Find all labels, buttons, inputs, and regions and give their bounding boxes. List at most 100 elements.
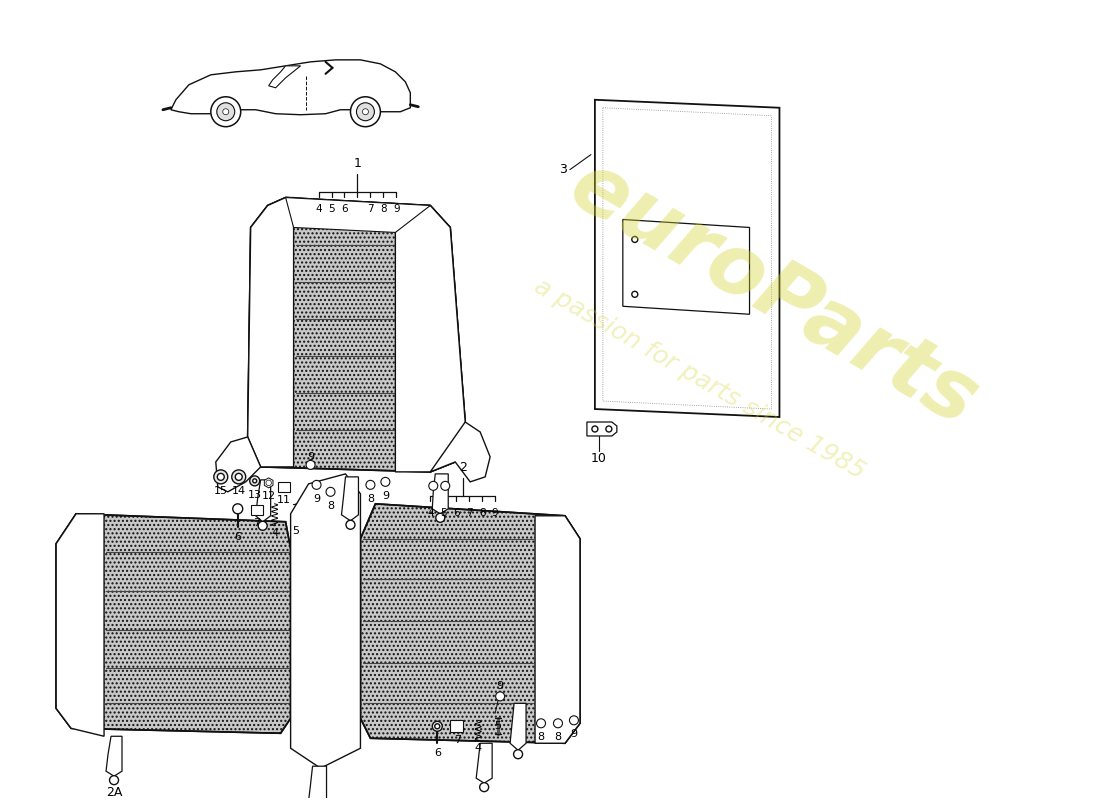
Circle shape — [306, 461, 315, 470]
Polygon shape — [361, 504, 580, 743]
Text: 7: 7 — [253, 518, 261, 528]
Polygon shape — [290, 474, 361, 768]
Text: 6: 6 — [234, 532, 241, 542]
Text: 7: 7 — [453, 735, 461, 746]
Text: 9: 9 — [314, 494, 320, 504]
Polygon shape — [248, 198, 294, 467]
Text: 6: 6 — [433, 748, 441, 758]
Polygon shape — [430, 422, 491, 482]
Polygon shape — [286, 198, 430, 233]
Circle shape — [266, 480, 272, 486]
Polygon shape — [341, 477, 359, 521]
Text: 1: 1 — [353, 157, 362, 170]
Circle shape — [258, 522, 267, 530]
Text: 8: 8 — [478, 508, 485, 518]
Polygon shape — [623, 219, 749, 314]
Circle shape — [514, 750, 522, 758]
Circle shape — [429, 482, 438, 490]
Text: 9: 9 — [393, 203, 399, 214]
Text: 11: 11 — [276, 495, 290, 505]
Text: 4: 4 — [474, 743, 482, 754]
Circle shape — [211, 97, 241, 126]
Text: 9: 9 — [382, 491, 389, 501]
Circle shape — [346, 520, 355, 530]
Text: 7: 7 — [367, 203, 374, 214]
Circle shape — [606, 426, 612, 432]
Polygon shape — [56, 514, 104, 736]
Polygon shape — [510, 703, 526, 750]
Circle shape — [553, 719, 562, 728]
Text: 5: 5 — [495, 722, 502, 731]
Polygon shape — [255, 480, 271, 522]
Circle shape — [432, 722, 442, 731]
Text: 5: 5 — [293, 526, 299, 536]
Polygon shape — [268, 66, 300, 88]
Circle shape — [233, 504, 243, 514]
Polygon shape — [248, 198, 465, 472]
Text: 4: 4 — [316, 203, 322, 214]
Circle shape — [253, 479, 256, 483]
Circle shape — [326, 487, 336, 496]
Circle shape — [434, 724, 440, 729]
Bar — [277, 482, 289, 492]
Polygon shape — [535, 516, 580, 743]
Circle shape — [232, 470, 245, 484]
Circle shape — [366, 480, 375, 490]
Text: 9: 9 — [307, 452, 315, 462]
Circle shape — [592, 426, 598, 432]
Polygon shape — [106, 736, 122, 776]
Circle shape — [436, 514, 444, 522]
Circle shape — [381, 478, 389, 486]
Polygon shape — [309, 766, 327, 800]
Circle shape — [537, 719, 546, 728]
Text: 8: 8 — [554, 732, 561, 742]
Text: 15: 15 — [213, 486, 228, 496]
Circle shape — [351, 97, 381, 126]
Circle shape — [362, 109, 369, 114]
Bar — [251, 505, 263, 514]
Circle shape — [213, 470, 228, 484]
Polygon shape — [595, 100, 780, 417]
Text: 3: 3 — [559, 163, 566, 176]
Text: 8: 8 — [538, 732, 544, 742]
Circle shape — [250, 476, 260, 486]
Polygon shape — [395, 206, 465, 472]
Text: a passion for parts since 1985: a passion for parts since 1985 — [530, 274, 869, 484]
Polygon shape — [432, 474, 448, 514]
Polygon shape — [264, 478, 273, 488]
Text: 2A: 2A — [106, 786, 122, 798]
Text: 8: 8 — [367, 494, 374, 504]
Text: 2: 2 — [459, 461, 466, 474]
Text: 9: 9 — [571, 730, 578, 739]
Polygon shape — [476, 743, 492, 783]
Text: 5: 5 — [440, 508, 447, 518]
Circle shape — [441, 482, 450, 490]
Circle shape — [570, 716, 579, 725]
Polygon shape — [170, 60, 410, 114]
Text: 6: 6 — [453, 508, 460, 518]
Text: 5: 5 — [328, 203, 334, 214]
Text: euroParts: euroParts — [557, 145, 992, 443]
Circle shape — [631, 291, 638, 298]
Text: 9: 9 — [492, 508, 498, 518]
Text: 12: 12 — [262, 491, 276, 501]
Circle shape — [218, 474, 224, 480]
Text: 9: 9 — [496, 682, 504, 691]
Text: 8: 8 — [327, 501, 334, 511]
Text: 14: 14 — [232, 486, 245, 496]
Text: 4: 4 — [271, 528, 278, 538]
Circle shape — [110, 776, 119, 785]
Circle shape — [356, 102, 374, 121]
Text: 7: 7 — [466, 508, 473, 518]
Circle shape — [235, 474, 242, 480]
Circle shape — [480, 782, 488, 792]
Text: 4: 4 — [427, 508, 433, 518]
Polygon shape — [56, 514, 290, 734]
Text: 8: 8 — [381, 203, 387, 214]
Circle shape — [631, 237, 638, 242]
Polygon shape — [216, 437, 261, 492]
Text: 6: 6 — [341, 203, 348, 214]
Bar — [450, 720, 463, 732]
Circle shape — [312, 480, 321, 490]
Circle shape — [217, 102, 234, 121]
